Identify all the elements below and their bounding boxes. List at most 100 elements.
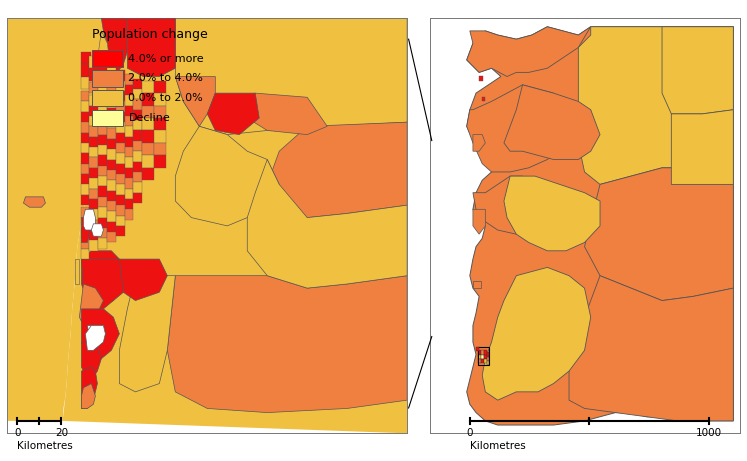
Bar [116,153,125,164]
Bar [116,195,125,205]
Text: Decline: Decline [128,113,170,123]
Polygon shape [127,18,176,77]
Polygon shape [483,267,591,400]
Text: 0.0% to 2.0%: 0.0% to 2.0% [128,94,203,103]
Polygon shape [584,164,734,301]
Bar [90,126,98,137]
Polygon shape [167,276,407,413]
Bar [116,226,125,236]
Polygon shape [91,224,103,236]
Bar [483,97,486,101]
Bar [125,158,134,168]
Text: Kilometres: Kilometres [470,441,526,451]
Bar [154,143,166,155]
Bar [90,106,98,116]
Bar [92,71,123,87]
Polygon shape [267,122,407,218]
Bar [98,124,107,135]
Bar [81,207,89,218]
Polygon shape [239,93,327,135]
Bar [142,106,154,118]
Bar [142,143,154,155]
Bar [125,116,134,126]
Text: Kilometres: Kilometres [17,441,73,451]
Bar [134,79,142,89]
Polygon shape [81,309,120,359]
Polygon shape [504,85,600,160]
Bar [125,75,134,85]
Text: 1000: 1000 [695,428,722,438]
Bar [480,350,484,355]
Polygon shape [578,27,734,184]
Polygon shape [176,18,407,135]
Polygon shape [247,160,407,288]
Bar [98,218,107,228]
Bar [116,122,125,133]
Bar [98,238,107,249]
Polygon shape [114,97,127,126]
Bar [134,100,142,110]
Bar [107,201,116,211]
Bar [107,129,116,139]
Bar [81,184,89,195]
Bar [90,95,98,106]
Bar [116,133,125,143]
Bar [90,209,98,220]
Bar [98,93,107,104]
Bar [98,155,107,166]
Polygon shape [569,276,734,421]
Bar [125,126,134,137]
Bar [134,193,142,203]
Bar [81,133,89,143]
Bar [107,222,116,232]
Bar [477,348,489,365]
Bar [90,158,98,168]
Bar [90,220,98,230]
Polygon shape [63,18,407,433]
Bar [81,52,91,64]
Bar [107,66,116,77]
Polygon shape [120,276,176,392]
Text: 20: 20 [55,428,68,438]
Bar [98,197,107,207]
Polygon shape [87,325,105,342]
Bar [480,359,484,363]
Bar [98,176,107,187]
Bar [90,147,98,157]
Bar [81,174,89,184]
Bar [116,81,125,91]
Bar [92,50,123,66]
Bar [134,172,142,183]
Bar [116,184,125,195]
Bar [116,143,125,153]
Bar [134,120,142,130]
Bar [142,155,154,168]
Bar [81,91,90,101]
Text: 0: 0 [467,428,473,438]
Polygon shape [7,18,115,421]
Bar [116,112,125,122]
Polygon shape [102,101,127,130]
Polygon shape [672,110,734,184]
Bar [116,164,125,174]
Bar [142,93,154,106]
Bar [107,160,116,170]
Bar [473,281,480,288]
Bar [116,71,125,81]
Bar [107,180,116,191]
Text: Population change: Population change [92,28,208,41]
Bar [92,110,123,126]
Bar [116,91,125,101]
Bar [98,104,107,114]
Bar [477,359,480,363]
Polygon shape [176,77,215,126]
Bar [81,77,90,89]
Bar [98,83,107,93]
Bar [142,130,154,143]
Polygon shape [176,126,279,226]
Bar [154,106,166,118]
Polygon shape [473,176,554,234]
Bar [90,116,98,126]
Bar [90,168,98,178]
Polygon shape [81,367,97,408]
